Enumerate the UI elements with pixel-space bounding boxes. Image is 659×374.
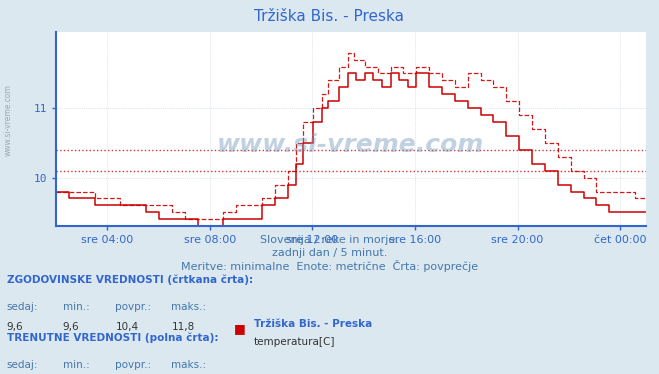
Text: temperatura[C]: temperatura[C] (254, 337, 335, 347)
Text: www.si-vreme.com: www.si-vreme.com (4, 84, 13, 156)
Text: povpr.:: povpr.: (115, 302, 152, 312)
Text: Slovenija / reke in morje.: Slovenija / reke in morje. (260, 235, 399, 245)
Text: Meritve: minimalne  Enote: metrične  Črta: povprečje: Meritve: minimalne Enote: metrične Črta:… (181, 260, 478, 272)
Text: 9,6: 9,6 (7, 322, 23, 332)
Text: zadnji dan / 5 minut.: zadnji dan / 5 minut. (272, 248, 387, 258)
Text: 11,8: 11,8 (171, 322, 194, 332)
Text: sedaj:: sedaj: (7, 302, 38, 312)
Text: ZGODOVINSKE VREDNOSTI (črtkana črta):: ZGODOVINSKE VREDNOSTI (črtkana črta): (7, 275, 252, 285)
Text: sedaj:: sedaj: (7, 360, 38, 370)
Text: 10,4: 10,4 (115, 322, 138, 332)
Text: maks.:: maks.: (171, 302, 206, 312)
Text: povpr.:: povpr.: (115, 360, 152, 370)
Text: Tržiška Bis. - Preska: Tržiška Bis. - Preska (254, 319, 372, 329)
Text: www.si-vreme.com: www.si-vreme.com (217, 133, 484, 157)
Text: 9,6: 9,6 (63, 322, 79, 332)
Text: Tržiška Bis. - Preska: Tržiška Bis. - Preska (254, 9, 405, 24)
Text: ■: ■ (234, 322, 246, 335)
Text: min.:: min.: (63, 302, 90, 312)
Text: TRENUTNE VREDNOSTI (polna črta):: TRENUTNE VREDNOSTI (polna črta): (7, 333, 218, 343)
Text: maks.:: maks.: (171, 360, 206, 370)
Text: min.:: min.: (63, 360, 90, 370)
